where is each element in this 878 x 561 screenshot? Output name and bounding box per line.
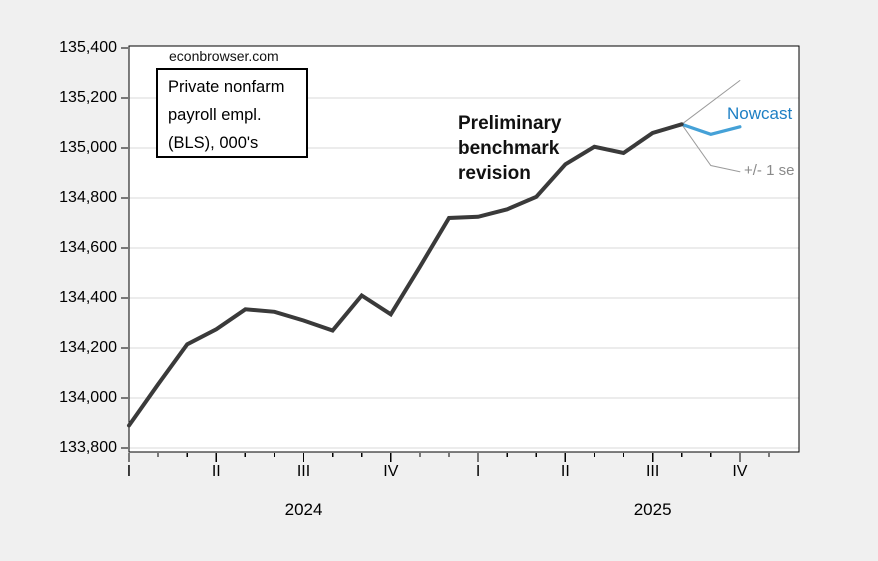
nowcast-series-label: Nowcast	[727, 104, 793, 123]
quarter-tick-label: IV	[732, 463, 748, 480]
actual-series-line	[127, 122, 684, 428]
year-label: 2025	[633, 500, 672, 519]
quarter-tick-label: III	[645, 463, 660, 480]
quarter-tick-label: IV	[383, 463, 399, 480]
y-tick-label: 134,000	[59, 389, 117, 406]
prelim-annotation-line: benchmark	[458, 138, 560, 159]
se-band-label: +/- 1 se	[744, 162, 795, 179]
quarter-tick-label: I	[475, 463, 481, 480]
series-label-line: (BLS), 000's	[168, 134, 259, 152]
prelim-annotation-line: Preliminary	[458, 113, 562, 134]
y-tick-label: 134,600	[59, 239, 117, 256]
prelim-annotation-line: revision	[458, 163, 531, 184]
quarter-tick-label: II	[211, 463, 221, 480]
quarter-tick-label: II	[560, 463, 570, 480]
se-upper-series-line	[681, 80, 741, 125]
series-label-box: Private nonfarm payroll empl. (BLS), 000…	[156, 68, 308, 158]
y-tick-label: 134,800	[59, 189, 117, 206]
watermark: econbrowser.com	[169, 48, 279, 64]
prelim-benchmark-annotation: Preliminary benchmark revision	[458, 111, 562, 186]
series-label-line: Private nonfarm	[168, 78, 285, 96]
y-tick-label: 135,200	[59, 89, 117, 106]
y-tick-label: 134,200	[59, 339, 117, 356]
series-label-line: payroll empl.	[168, 106, 262, 124]
nowcast-series-line	[680, 122, 742, 136]
quarter-tick-label: III	[296, 463, 311, 480]
quarter-tick-label: I	[126, 463, 132, 480]
y-tick-label: 135,400	[59, 39, 117, 56]
plot-border	[128, 45, 800, 453]
y-tick-label: 135,000	[59, 139, 117, 156]
year-label: 2024	[284, 500, 323, 519]
y-tick-label: 134,400	[59, 289, 117, 306]
se-lower-series-line	[681, 123, 741, 173]
y-tick-label: 133,800	[59, 439, 117, 456]
